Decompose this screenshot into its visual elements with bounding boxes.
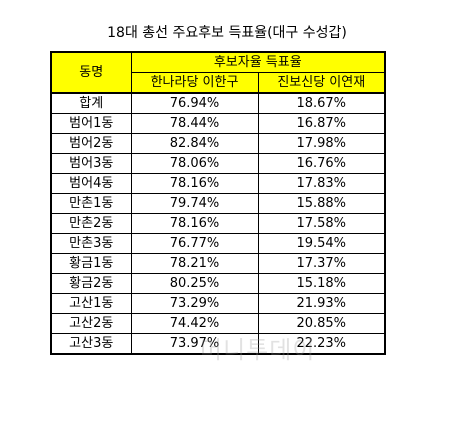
value-cell: 16.87%: [257, 113, 386, 134]
value-cell: 78.21%: [130, 253, 259, 274]
value-cell: 17.58%: [257, 213, 386, 234]
value-cell: 17.83%: [257, 173, 386, 194]
value-cell: 78.06%: [130, 153, 259, 174]
value-cell: 80.25%: [130, 273, 259, 294]
table-row: 범어2동 82.84% 17.98%: [50, 133, 386, 154]
value-cell: 74.42%: [130, 313, 259, 334]
dong-cell: 범어2동: [50, 133, 132, 154]
dong-cell: 황금1동: [50, 253, 132, 274]
page-title: 18대 총선 주요후보 득표율(대구 수성갑): [107, 25, 347, 41]
header-candidate-2: 진보신당 이연재: [257, 72, 386, 94]
value-cell: 22.23%: [257, 333, 386, 355]
value-cell: 76.94%: [130, 92, 259, 114]
dong-cell: 범어1동: [50, 113, 132, 134]
dong-cell: 고산3동: [50, 333, 132, 355]
value-cell: 18.67%: [257, 92, 386, 114]
dong-cell: 합계: [50, 92, 132, 114]
value-cell: 17.98%: [257, 133, 386, 154]
value-cell: 78.16%: [130, 173, 259, 194]
table-row: 황금1동 78.21% 17.37%: [50, 253, 386, 274]
table-row: 합계 76.94% 18.67%: [50, 92, 386, 114]
table-row: 범어4동 78.16% 17.83%: [50, 173, 386, 194]
value-cell: 15.18%: [257, 273, 386, 294]
value-cell: 20.85%: [257, 313, 386, 334]
table-row: 황금2동 80.25% 15.18%: [50, 273, 386, 294]
header-group: 후보자율 득표율: [130, 51, 386, 73]
value-cell: 73.29%: [130, 293, 259, 314]
table-row: 고산2동 74.42% 20.85%: [50, 313, 386, 334]
dong-cell: 만촌3동: [50, 233, 132, 254]
table-row: 고산1동 73.29% 21.93%: [50, 293, 386, 314]
dong-cell: 고산1동: [50, 293, 132, 314]
value-cell: 82.84%: [130, 133, 259, 154]
value-cell: 78.16%: [130, 213, 259, 234]
table-header-row: 동명 후보자율 득표율: [50, 51, 386, 94]
dong-cell: 범어4동: [50, 173, 132, 194]
table-subheader-row: 한나라당 이한구 진보신당 이연재: [51, 72, 386, 94]
dong-cell: 황금2동: [50, 273, 132, 294]
value-cell: 76.77%: [130, 233, 259, 254]
value-cell: 15.88%: [257, 193, 386, 214]
table-row: 범어3동 78.06% 16.76%: [50, 153, 386, 174]
table-row: 범어1동 78.44% 16.87%: [50, 113, 386, 134]
header-candidate-1: 한나라당 이한구: [130, 72, 259, 94]
header-dong: 동명: [50, 51, 132, 94]
value-cell: 17.37%: [257, 253, 386, 274]
vote-share-table: 동명 후보자율 득표율 한나라당 이한구 진보신당 이연재 합계 76.94% …: [50, 51, 386, 355]
table-row: 만촌2동 78.16% 17.58%: [50, 213, 386, 234]
dong-cell: 만촌2동: [50, 213, 132, 234]
value-cell: 78.44%: [130, 113, 259, 134]
table-row: 고산3동 73.97% 22.23%: [50, 333, 386, 355]
table-row: 만촌3동 76.77% 19.54%: [50, 233, 386, 254]
value-cell: 21.93%: [257, 293, 386, 314]
value-cell: 73.97%: [130, 333, 259, 355]
dong-cell: 고산2동: [50, 313, 132, 334]
dong-cell: 범어3동: [50, 153, 132, 174]
dong-cell: 만촌1동: [50, 193, 132, 214]
table-row: 만촌1동 79.74% 15.88%: [50, 193, 386, 214]
value-cell: 16.76%: [257, 153, 386, 174]
value-cell: 19.54%: [257, 233, 386, 254]
value-cell: 79.74%: [130, 193, 259, 214]
